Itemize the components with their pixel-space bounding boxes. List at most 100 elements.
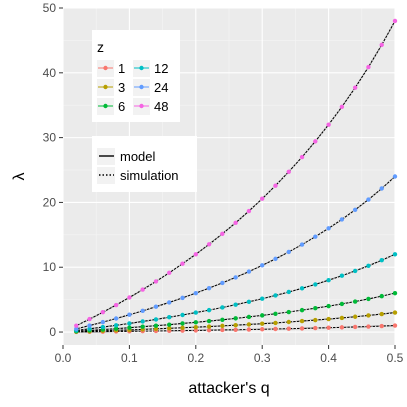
data-point-48 (153, 279, 159, 284)
data-point-24 (299, 242, 305, 247)
data-point-24 (313, 234, 318, 239)
legend-label-24: 24 (154, 80, 168, 95)
data-point-3 (193, 324, 198, 330)
data-point-12 (273, 293, 278, 298)
data-point-12 (392, 252, 398, 257)
data-point-24 (220, 280, 225, 286)
data-point-24 (180, 295, 185, 301)
data-point-24 (246, 269, 252, 274)
data-point-1 (246, 327, 252, 332)
axes: 0.0 0.1 0.2 0.3 0.4 0.5 0 10 20 30 40 50 (43, 1, 404, 365)
data-point-6 (113, 326, 119, 331)
data-point-24 (260, 263, 265, 268)
y-tick-label: 10 (43, 260, 57, 274)
data-point-1 (206, 328, 212, 333)
data-point-1 (220, 327, 225, 333)
legend-label-6: 6 (118, 99, 125, 114)
data-point-48 (127, 295, 132, 300)
y-tick-label: 20 (43, 195, 57, 209)
data-point-3 (273, 320, 278, 326)
data-point-3 (206, 324, 212, 329)
data-point-12 (379, 258, 384, 263)
data-point-24 (366, 197, 371, 202)
data-point-12 (127, 321, 132, 326)
data-point-6 (233, 316, 238, 321)
legend-label-simulation: simulation (120, 168, 179, 183)
data-point-48 (286, 169, 291, 174)
data-point-6 (140, 324, 145, 329)
data-point-1 (366, 324, 371, 329)
data-point-12 (326, 277, 331, 283)
x-tick-label: 0.4 (320, 351, 337, 365)
data-point-6 (180, 321, 185, 326)
data-point-1 (299, 326, 305, 331)
data-point-24 (352, 207, 358, 213)
legend-key-point-48 (139, 103, 144, 109)
data-point-1 (313, 325, 318, 331)
data-point-6 (339, 301, 345, 307)
data-point-3 (246, 322, 252, 327)
data-point-12 (366, 263, 371, 269)
data-point-12 (313, 282, 318, 287)
legend-key-point-3 (103, 84, 108, 90)
data-point-3 (220, 323, 225, 329)
data-point-12 (260, 296, 265, 301)
data-point-48 (299, 154, 305, 160)
data-point-12 (193, 310, 198, 315)
data-point-3 (153, 326, 159, 332)
data-point-24 (153, 304, 159, 309)
data-point-12 (100, 324, 106, 330)
data-point-48 (339, 104, 345, 109)
data-point-48 (100, 310, 106, 315)
data-point-24 (379, 186, 384, 191)
data-point-1 (260, 327, 265, 332)
data-point-1 (273, 326, 278, 332)
data-point-6 (193, 320, 198, 325)
y-tick-label: 30 (43, 131, 57, 145)
data-point-24 (127, 312, 132, 317)
data-point-24 (193, 290, 198, 296)
data-point-6 (352, 299, 358, 304)
data-point-48 (74, 323, 79, 328)
data-point-1 (286, 326, 291, 331)
legend-label-48: 48 (154, 99, 168, 114)
data-point-6 (260, 313, 265, 318)
data-point-48 (193, 252, 198, 257)
data-point-6 (206, 318, 212, 324)
data-point-1 (352, 324, 358, 330)
data-point-6 (379, 293, 384, 299)
data-point-3 (180, 325, 185, 330)
y-tick-label: 40 (43, 66, 57, 80)
data-point-12 (246, 299, 252, 304)
x-axis-title: attacker's q (188, 380, 269, 397)
data-point-12 (299, 286, 305, 291)
data-point-6 (366, 296, 371, 302)
data-point-3 (379, 311, 384, 317)
data-point-24 (273, 256, 278, 262)
legend-key-point-12 (139, 65, 144, 71)
data-point-12 (233, 302, 238, 307)
data-point-6 (273, 311, 278, 316)
data-point-12 (140, 319, 145, 324)
x-tick-label: 0.1 (121, 351, 138, 365)
data-point-3 (299, 318, 305, 324)
data-point-6 (326, 303, 331, 309)
data-point-24 (392, 174, 398, 179)
data-point-24 (113, 316, 119, 321)
data-point-48 (313, 139, 318, 144)
data-point-24 (140, 308, 145, 314)
data-point-48 (352, 85, 358, 90)
data-point-3 (339, 315, 345, 321)
data-point-48 (87, 316, 92, 322)
legend-label-model: model (120, 149, 156, 164)
legend-linetype: model simulation (92, 136, 197, 192)
data-point-24 (87, 323, 92, 328)
legend-key-point-1 (103, 65, 108, 71)
data-point-48 (273, 183, 278, 188)
data-point-48 (113, 302, 119, 308)
data-point-24 (167, 300, 172, 305)
legend-label-1: 1 (118, 61, 125, 76)
data-point-24 (326, 226, 331, 231)
data-point-1 (233, 327, 238, 332)
